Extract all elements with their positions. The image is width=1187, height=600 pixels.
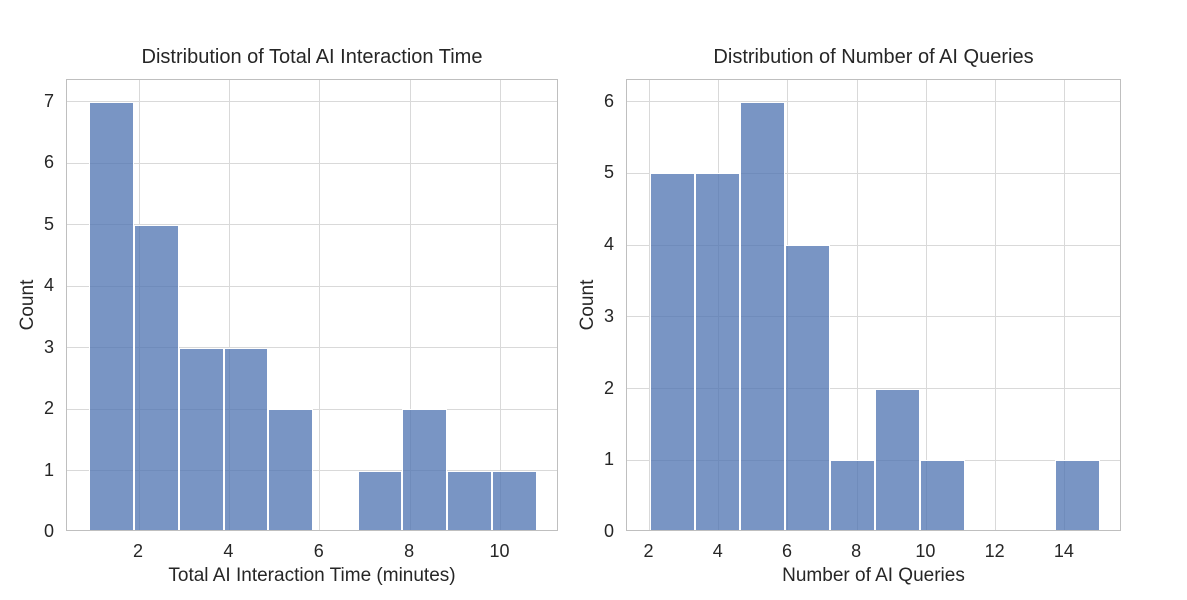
h-gridline — [67, 162, 557, 164]
y-tick-label: 1 — [603, 449, 614, 470]
histogram-bar — [919, 460, 965, 530]
histogram-bar — [223, 347, 269, 530]
x-tick-label: 8 — [851, 541, 862, 561]
v-gridline — [995, 80, 997, 530]
y-tick-label: 4 — [603, 234, 614, 255]
h-gridline — [67, 285, 557, 287]
h-gridline — [627, 316, 1120, 318]
h-gridline — [67, 347, 557, 348]
histogram-bar — [649, 173, 695, 530]
x-tick-label: 4 — [223, 541, 234, 561]
y-tick-label: 2 — [603, 377, 614, 398]
h-gridline — [67, 224, 557, 226]
x-tick-label: 14 — [1053, 541, 1074, 561]
h-gridline — [627, 388, 1120, 389]
x-tick-label: 2 — [133, 541, 144, 561]
y-tick-label: 0 — [43, 521, 54, 541]
x-tick-label: 8 — [404, 541, 415, 561]
y-tick-label: 1 — [43, 459, 54, 480]
histogram-bar — [874, 388, 920, 530]
histogram-bar — [89, 101, 135, 530]
x-tick-label: 10 — [489, 541, 510, 561]
chart-title: Distribution of Total AI Interaction Tim… — [141, 46, 483, 68]
plot-area — [66, 79, 558, 531]
x-tick-label: 6 — [313, 541, 324, 561]
histogram-bar — [402, 409, 448, 530]
v-gridline — [856, 80, 858, 530]
x-axis-label: Number of AI Queries — [782, 565, 965, 586]
v-gridline — [319, 80, 321, 530]
y-tick-label: 6 — [43, 152, 54, 173]
v-gridline — [1064, 80, 1066, 530]
y-tick-label: 5 — [603, 162, 614, 183]
h-gridline — [627, 244, 1120, 246]
histogram-bar — [447, 470, 492, 530]
y-tick-label: 4 — [43, 275, 54, 295]
h-gridline — [67, 101, 557, 103]
histogram-bar — [694, 173, 740, 530]
histogram-bar — [178, 347, 224, 530]
y-tick-label: 7 — [43, 90, 54, 111]
h-gridline — [627, 172, 1120, 174]
histogram-bar — [491, 470, 537, 530]
histogram-bar — [357, 470, 403, 530]
histogram-bar — [784, 245, 830, 530]
histogram-bar — [134, 224, 179, 530]
x-tick-label: 2 — [643, 541, 654, 561]
x-tick-label: 6 — [781, 541, 792, 561]
chart-title: Distribution of Number of AI Queries — [713, 46, 1034, 68]
histogram-bar — [739, 101, 785, 530]
y-tick-label: 5 — [43, 213, 54, 234]
h-gridline — [627, 101, 1120, 103]
v-gridline — [409, 80, 411, 530]
x-tick-label: 10 — [915, 541, 936, 561]
v-gridline — [925, 80, 927, 530]
v-gridline — [228, 80, 230, 530]
y-tick-label: 0 — [603, 521, 614, 541]
histogram-bar — [1054, 460, 1100, 530]
histogram-bar — [268, 409, 313, 530]
histogram-bar — [829, 460, 875, 530]
x-axis-label: Total AI Interaction Time (minutes) — [168, 565, 456, 586]
x-tick-label: 12 — [984, 541, 1005, 561]
v-gridline — [499, 80, 501, 530]
y-tick-label: 3 — [603, 305, 614, 326]
y-tick-label: 2 — [43, 398, 54, 418]
y-tick-label: 6 — [603, 90, 614, 111]
y-tick-label: 3 — [43, 336, 54, 357]
plot-area — [626, 79, 1121, 531]
x-tick-label: 4 — [712, 541, 723, 561]
